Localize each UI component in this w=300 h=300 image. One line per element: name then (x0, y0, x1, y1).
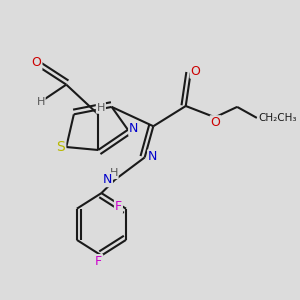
Text: O: O (32, 56, 41, 69)
Text: H: H (97, 103, 105, 113)
Text: F: F (115, 200, 122, 213)
Text: N: N (129, 122, 139, 135)
Text: O: O (211, 116, 220, 129)
Text: H: H (110, 168, 118, 178)
Text: N: N (148, 150, 158, 163)
Text: S: S (56, 140, 65, 154)
Text: N: N (103, 173, 112, 186)
Text: O: O (190, 65, 200, 78)
Text: F: F (95, 255, 102, 268)
Text: H: H (36, 97, 45, 106)
Text: CH₂CH₃: CH₂CH₃ (258, 113, 297, 123)
